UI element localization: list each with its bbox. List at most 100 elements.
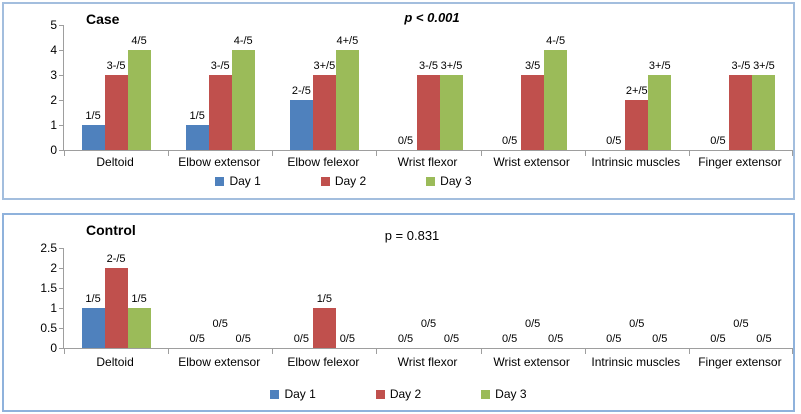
legend-swatch-day-2 — [375, 389, 385, 399]
value-label-day-1-deltoid: 1/5 — [85, 293, 101, 305]
legend-swatch-day-1 — [215, 176, 225, 186]
bar-day-2-deltoid — [104, 75, 128, 150]
value-label-day-3-wrist-extensor: 4-/5 — [546, 35, 566, 47]
y-axis-tick — [59, 49, 64, 51]
value-label-day-3-wrist-extensor: 0/5 — [547, 333, 564, 345]
value-label-day-2-elbow-felexor: 3+/5 — [313, 60, 336, 72]
bar-day-3-elbow-felexor — [335, 50, 359, 150]
value-label-day-1-intrinsic-muscles: 0/5 — [606, 135, 622, 147]
value-label-day-3-elbow-extensor: 4-/5 — [233, 35, 253, 47]
legend-label-day-3: Day 3 — [495, 387, 527, 401]
value-label-day-3-wrist-flexor: 3+/5 — [440, 60, 463, 72]
x-axis-tick — [688, 349, 690, 354]
x-axis-tick — [584, 151, 586, 156]
value-label-day-3-intrinsic-muscles: 3+/5 — [648, 60, 671, 72]
control-chart-title: Control — [86, 222, 136, 238]
y-axis-tick-label: 1 — [50, 301, 57, 315]
y-axis-tick-label: 1.5 — [40, 281, 57, 295]
y-axis-tick — [59, 287, 64, 289]
value-label-day-3-intrinsic-muscles: 0/5 — [652, 333, 668, 345]
value-label-day-3-elbow-extensor: 0/5 — [235, 333, 251, 345]
y-axis-tick-label: 4 — [50, 43, 57, 57]
x-axis-tick — [480, 349, 482, 354]
value-label-day-2-elbow-extensor: 0/5 — [212, 318, 228, 330]
value-label-day-1-intrinsic-muscles: 0/5 — [606, 333, 622, 345]
y-axis-tick — [59, 74, 64, 76]
bar-day-3-deltoid — [127, 308, 151, 348]
case-legend: Day 1 Day 2 Day 3 — [0, 174, 738, 188]
category-label-finger-extensor: Finger extensor — [698, 355, 782, 369]
value-label-day-1-elbow-felexor: 0/5 — [293, 333, 309, 345]
control-p-value-annotation: p = 0.831 — [384, 228, 440, 243]
value-label-day-2-wrist-extensor: 3/5 — [524, 60, 541, 72]
value-label-day-1-wrist-extensor: 0/5 — [501, 135, 518, 147]
category-label-wrist-flexor: Wrist flexor — [397, 355, 458, 369]
x-axis-tick — [688, 151, 690, 156]
bar-day-3-finger-extensor — [752, 75, 776, 150]
x-axis-tick — [480, 151, 482, 156]
bar-day-3-wrist-extensor — [544, 50, 568, 150]
y-axis-tick — [59, 327, 64, 329]
bar-day-1-elbow-extensor — [185, 125, 209, 150]
control-x-axis-labels: Deltoid Elbow extensor Elbow felexor Wrist … — [63, 355, 792, 369]
category-label-deltoid: Deltoid — [96, 155, 134, 169]
value-label-day-3-deltoid: 4/5 — [131, 35, 147, 47]
x-axis-tick — [168, 151, 170, 156]
x-axis-tick — [792, 151, 793, 156]
value-label-day-3-elbow-felexor: 4+/5 — [336, 35, 359, 47]
value-label-day-2-finger-extensor: 3-/5 — [731, 60, 751, 72]
legend-swatch-day-3 — [481, 389, 491, 399]
legend-item-day-3: Day 3 — [481, 387, 527, 401]
y-axis-tick — [59, 347, 64, 349]
bar-day-2-wrist-extensor — [521, 75, 545, 150]
legend-label-day-2: Day 2 — [334, 174, 367, 188]
value-label-day-1-elbow-extensor: 0/5 — [189, 333, 205, 345]
value-label-day-3-elbow-felexor: 0/5 — [339, 333, 355, 345]
category-label-elbow-extensor: Elbow extensor — [178, 355, 261, 369]
control-plot-area: 0 0.5 1 1.5 2 2.5 1/5 0/5 0/5 0/5 0/5 0/5 0/5 2-/5 0/5… — [40, 241, 793, 355]
value-label-day-3-wrist-flexor: 0/5 — [443, 333, 460, 345]
category-label-intrinsic-muscles: Intrinsic muscles — [591, 355, 681, 369]
value-label-day-2-wrist-flexor: 3-/5 — [419, 60, 438, 72]
value-label-day-1-deltoid: 1/5 — [85, 110, 101, 122]
y-axis-tick-label: 0 — [50, 143, 57, 157]
value-label-day-2-elbow-extensor: 3-/5 — [210, 60, 230, 72]
value-label-day-3-finger-extensor: 3+/5 — [753, 60, 775, 72]
x-axis-tick — [272, 151, 274, 156]
category-label-elbow-felexor: Elbow felexor — [287, 355, 360, 369]
y-axis-tick-label: 2 — [50, 93, 57, 107]
bar-day-1-deltoid — [81, 125, 105, 150]
bar-day-2-finger-extensor — [729, 75, 753, 150]
legend-item-day-3: Day 3 — [426, 174, 472, 188]
bar-day-3-intrinsic-muscles — [648, 75, 672, 150]
bar-day-3-elbow-extensor — [231, 50, 255, 150]
legend-label-day-2: Day 2 — [389, 387, 422, 401]
bar-day-1-elbow-felexor — [289, 100, 313, 150]
category-label-deltoid: Deltoid — [96, 355, 134, 369]
value-label-day-2-finger-extensor: 0/5 — [733, 318, 749, 330]
bar-day-2-intrinsic-muscles — [625, 100, 649, 150]
y-axis-tick — [59, 307, 64, 309]
y-axis-tick-label: 1 — [50, 118, 57, 132]
category-label-wrist-extensor: Wrist extensor — [493, 355, 570, 369]
x-axis-tick — [64, 151, 65, 156]
bar-day-2-elbow-felexor — [312, 308, 336, 348]
category-label-intrinsic-muscles: Intrinsic muscles — [591, 155, 681, 169]
legend-label-day-1: Day 1 — [229, 174, 261, 188]
value-label-day-1-elbow-felexor: 2-/5 — [291, 85, 311, 97]
case-chart-panel: Case p < 0.001 0 1 2 3 4 5 1/5 1/5 2-/5 0/5 0/5 0/5… — [2, 2, 795, 200]
category-label-wrist-extensor: Wrist extensor — [493, 155, 570, 169]
category-label-wrist-flexor: Wrist flexor — [397, 155, 458, 169]
y-axis-tick-label: 3 — [50, 68, 57, 82]
y-axis-tick — [59, 247, 64, 249]
x-axis-tick — [64, 349, 65, 354]
y-axis-tick — [59, 267, 64, 269]
bar-day-2-deltoid — [104, 268, 128, 348]
legend-item-day-2: Day 2 — [375, 387, 422, 401]
value-label-day-1-finger-extensor: 0/5 — [710, 333, 726, 345]
legend-label-day-1: Day 1 — [284, 387, 316, 401]
x-axis-tick — [376, 349, 378, 354]
value-label-day-2-deltoid: 3-/5 — [106, 60, 126, 72]
x-axis-tick — [376, 151, 378, 156]
